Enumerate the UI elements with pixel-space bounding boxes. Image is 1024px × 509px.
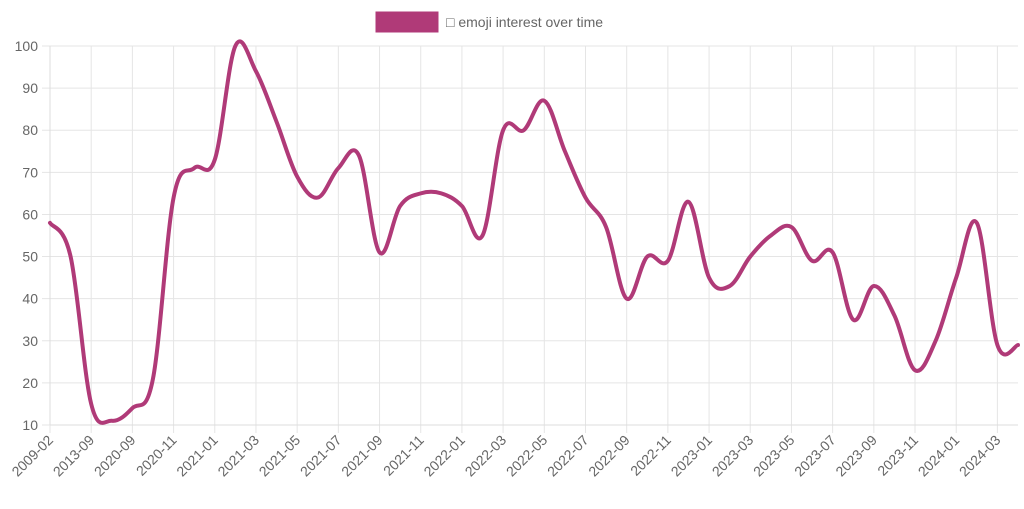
x-axis: 2009-022013-092020-092020-112021-012021-…: [8, 432, 1003, 480]
x-tick-label: 2013-09: [50, 432, 98, 480]
x-tick-label: 2022-01: [420, 432, 468, 480]
y-tick-label: 30: [22, 333, 38, 349]
x-tick-label: 2021-01: [173, 432, 221, 480]
grid: [42, 45, 1018, 433]
y-tick-label: 70: [22, 164, 38, 180]
y-tick-label: 10: [22, 417, 38, 433]
y-axis: 10 20 30 40 50 60 70 80 90 100: [15, 38, 39, 433]
legend-swatch: [375, 11, 439, 33]
x-tick-label: 2023-11: [874, 432, 921, 479]
y-tick-label: 80: [22, 122, 38, 138]
x-tick-label: 2022-11: [627, 432, 674, 479]
x-tick-label: 2024-01: [915, 432, 963, 480]
x-tick-label: 2020-11: [133, 432, 180, 479]
y-tick-label: 90: [22, 80, 38, 96]
x-tick-label: 2023-07: [791, 432, 839, 480]
y-tick-label: 50: [22, 249, 38, 265]
y-tick-label: 100: [15, 38, 39, 54]
series-line: [48, 39, 1020, 425]
legend-label: □ emoji interest over time: [446, 14, 603, 30]
x-tick-label: 2022-07: [544, 432, 592, 480]
y-tick-label: 40: [22, 291, 38, 307]
x-tick-label: 2021-07: [297, 432, 345, 480]
x-tick-label: 2021-03: [214, 432, 262, 480]
x-tick-label: 2021-11: [380, 432, 427, 479]
x-tick-label: 2021-09: [338, 432, 386, 480]
x-tick-label: 2022-03: [462, 432, 510, 480]
x-tick-label: 2023-03: [709, 432, 757, 480]
x-tick-label: 2009-02: [8, 432, 56, 480]
x-tick-label: 2021-05: [256, 432, 304, 480]
y-tick-label: 60: [22, 206, 38, 222]
x-tick-label: 2024-03: [956, 432, 1004, 480]
x-tick-label: 2022-05: [503, 432, 551, 480]
x-tick-label: 2023-05: [750, 432, 798, 480]
legend[interactable]: □ emoji interest over time: [375, 11, 603, 33]
x-tick-label: 2023-09: [832, 432, 880, 480]
y-tick-label: 20: [22, 375, 38, 391]
x-tick-label: 2022-09: [585, 432, 633, 480]
x-tick-label: 2023-01: [668, 432, 716, 480]
x-tick-label: 2020-09: [91, 432, 139, 480]
